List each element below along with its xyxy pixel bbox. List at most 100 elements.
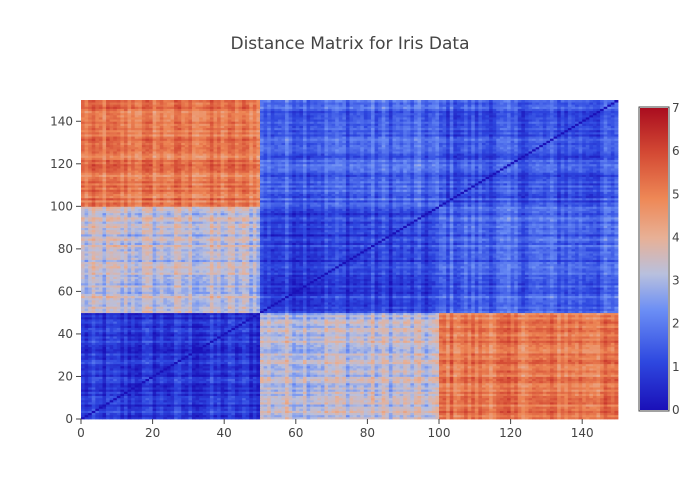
heatmap-cell [521, 391, 526, 394]
heatmap-cell [109, 378, 114, 382]
heatmap-cell [134, 365, 139, 369]
heatmap-cell [542, 393, 547, 397]
heatmap-cell [138, 384, 143, 388]
heatmap-cell [439, 393, 443, 397]
heatmap-cell [224, 382, 229, 386]
heatmap-cell [546, 380, 551, 384]
heatmap-cell [209, 372, 214, 375]
heatmap-cell [496, 367, 501, 371]
heatmap-cell [467, 387, 472, 390]
heatmap-cell [553, 378, 558, 382]
heatmap-cell [399, 378, 404, 382]
heatmap-cell [385, 401, 390, 405]
heatmap-cell [338, 395, 343, 399]
heatmap-cell [102, 359, 107, 362]
heatmap-cell [557, 372, 562, 375]
heatmap-cell [306, 414, 311, 418]
heatmap-cell [539, 406, 544, 409]
heatmap-cell [442, 365, 447, 369]
heatmap-cell [439, 395, 443, 399]
heatmap-cell [166, 384, 171, 388]
heatmap-cell [560, 363, 565, 367]
heatmap-cell [159, 365, 164, 369]
heatmap-cell [603, 384, 608, 388]
heatmap-cell [116, 370, 121, 373]
heatmap-cell [256, 372, 261, 375]
heatmap-cell [281, 410, 286, 414]
heatmap-cell [98, 408, 103, 411]
heatmap-cell [152, 378, 157, 382]
heatmap-cell [274, 406, 279, 409]
heatmap-cell [145, 408, 150, 411]
heatmap-cell [231, 397, 236, 401]
heatmap-cell [184, 395, 189, 399]
heatmap-cell [188, 374, 193, 377]
heatmap-cell [181, 401, 186, 405]
heatmap-cell [238, 382, 243, 386]
heatmap-cell [485, 372, 490, 375]
heatmap-cell [399, 365, 404, 369]
heatmap-cell [131, 359, 136, 362]
heatmap-cell [174, 389, 179, 392]
heatmap-cell [435, 404, 440, 407]
heatmap-cell [456, 404, 461, 407]
heatmap-cell [102, 391, 107, 394]
heatmap-cell [252, 397, 257, 401]
heatmap-cell [349, 367, 354, 371]
heatmap-cell [578, 365, 583, 369]
heatmap-cell [245, 406, 250, 409]
heatmap-cell [116, 387, 121, 390]
heatmap-cell [302, 406, 307, 409]
heatmap-cell [453, 393, 458, 397]
heatmap-cell [474, 363, 479, 367]
heatmap-cell [524, 376, 529, 379]
heatmap-cell [392, 404, 397, 407]
heatmap-cell [217, 361, 222, 365]
heatmap-cell [156, 391, 161, 394]
heatmap-cell [231, 384, 236, 388]
heatmap-cell [478, 374, 483, 377]
heatmap-cell [600, 410, 605, 414]
heatmap-cell [166, 391, 171, 394]
heatmap-cell [549, 380, 554, 384]
heatmap-cell [524, 359, 529, 362]
heatmap-cell [557, 380, 562, 384]
heatmap-cell [302, 361, 307, 365]
heatmap-cell [181, 416, 186, 420]
heatmap-cell [446, 399, 451, 403]
heatmap-cell [507, 412, 511, 416]
heatmap-cell [528, 382, 533, 386]
heatmap-cell [249, 404, 254, 407]
heatmap-cell [199, 370, 204, 373]
heatmap-cell [575, 367, 580, 371]
heatmap-cell [195, 389, 200, 392]
heatmap-cell [277, 370, 282, 373]
heatmap-cell [106, 412, 111, 416]
heatmap-cell [267, 401, 272, 405]
heatmap-cell [84, 382, 89, 386]
heatmap-cell [163, 397, 168, 401]
heatmap-cell [91, 376, 96, 379]
heatmap-cell [295, 361, 300, 365]
heatmap-cell [260, 370, 264, 373]
heatmap-cell [170, 363, 175, 367]
heatmap-cell [306, 361, 311, 365]
heatmap-cell [446, 416, 451, 420]
heatmap-cell [159, 416, 164, 420]
heatmap-cell [507, 372, 511, 375]
heatmap-cell [127, 374, 132, 377]
heatmap-cell [113, 380, 118, 384]
heatmap-cell [159, 389, 164, 392]
heatmap-cell [585, 395, 590, 399]
heatmap-cell [582, 365, 587, 369]
heatmap-cell [439, 384, 443, 388]
heatmap-cell [578, 391, 583, 394]
heatmap-cell [285, 372, 290, 375]
heatmap-cell [310, 370, 315, 373]
heatmap-cell [507, 387, 511, 390]
heatmap-cell [592, 397, 597, 401]
heatmap-cell [227, 406, 232, 409]
heatmap-cell [134, 408, 139, 411]
heatmap-cell [342, 382, 347, 386]
heatmap-cell [474, 401, 479, 405]
